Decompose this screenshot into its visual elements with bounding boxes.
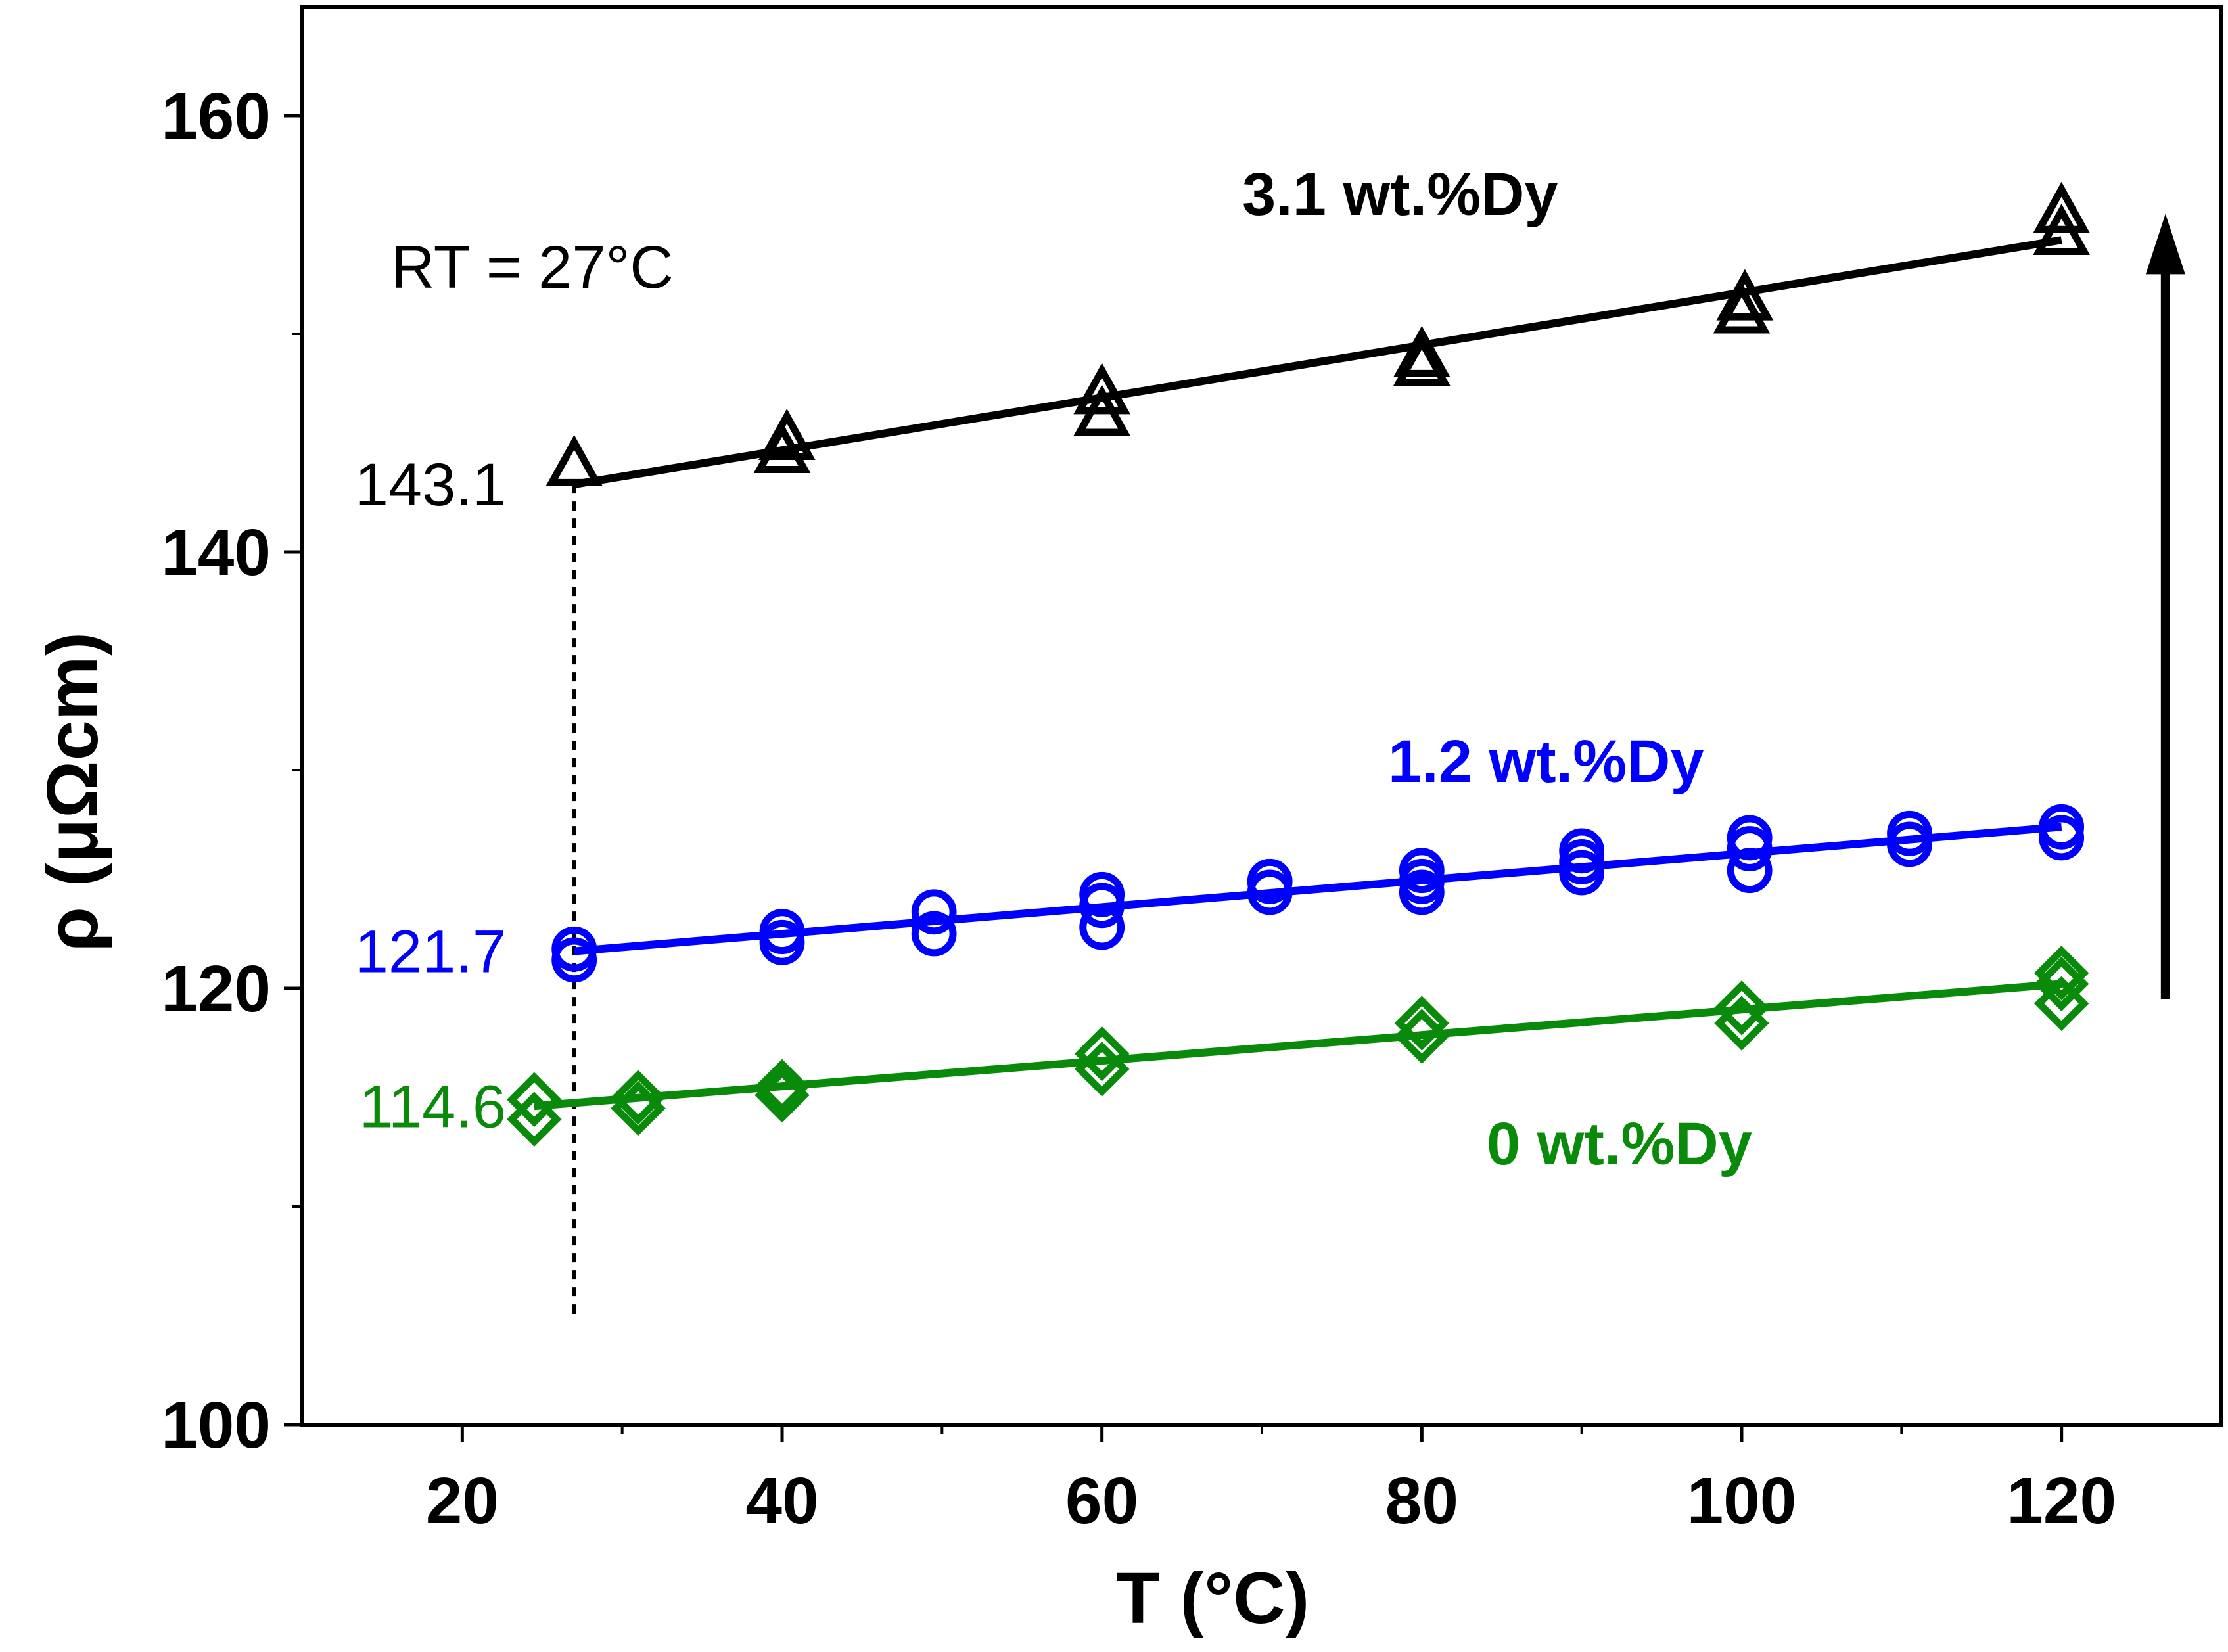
data-point-s1-16 <box>1559 839 1605 884</box>
data-point-s1-19 <box>1727 815 1773 861</box>
data-point-s2-14 <box>2033 945 2089 1001</box>
data-point-s0-5 <box>1393 334 1451 386</box>
x-tick-label-100: 100 <box>1687 1464 1797 1538</box>
data-point-s0-0 <box>545 434 603 486</box>
data-point-s1-13 <box>1399 848 1445 894</box>
y-tick-label-120: 120 <box>161 952 271 1026</box>
data-point-s1-17 <box>1727 848 1773 894</box>
series-label-1.2-wt-dy: 1.2 wt.%Dy <box>1388 728 1704 795</box>
data-point-s1-1 <box>551 926 597 972</box>
series-labels: 3.1 wt.%Dy 1.2 wt.%Dy 0 wt.%Dy <box>1242 161 1752 1178</box>
x-axis-title: T (°C) <box>1116 1558 1309 1639</box>
y-tick-label-140: 140 <box>161 516 271 589</box>
data-point-s1-6 <box>1079 904 1125 950</box>
rt-annotation: RT = 27°C <box>391 234 674 301</box>
data-point-s1-4 <box>911 911 957 957</box>
data-point-s1-10 <box>1247 858 1293 904</box>
fit-line-1 <box>574 823 2062 955</box>
data-point-s0-6 <box>1393 325 1451 377</box>
increase-arrow-head <box>2145 214 2185 275</box>
series-3-1-wt-dy <box>545 181 2091 489</box>
value-label-121.7: 121.7 <box>355 919 506 986</box>
data-point-s2-9 <box>1394 996 1450 1051</box>
series-0-wt-dy <box>507 945 2089 1147</box>
annotations: RT = 27°C 143.1 121.7 114.6 <box>355 214 2185 1316</box>
series-label-3.1-wt-dy: 3.1 wt.%Dy <box>1242 161 1558 228</box>
data-point-s1-5 <box>911 889 957 935</box>
data-point-s0-4 <box>1073 363 1131 415</box>
y-tick-label-160: 160 <box>161 80 271 153</box>
series-1-2-wt-dy <box>551 804 2085 983</box>
data-point-s2-5 <box>754 1059 810 1114</box>
data-point-s2-11 <box>1714 980 1769 1036</box>
data-point-s2-3 <box>611 1070 666 1125</box>
y-axis-title: ρ (μΩcm) <box>32 632 113 952</box>
x-tick-label-120: 120 <box>2007 1464 2116 1538</box>
x-tick-label-80: 80 <box>1385 1464 1458 1538</box>
y-tick-label-100: 100 <box>161 1388 271 1462</box>
data-point-s0-8 <box>1716 269 1774 321</box>
fit-line-0 <box>573 236 2062 489</box>
data-point-s1-3 <box>759 909 805 955</box>
fit-line-2 <box>534 980 2062 1111</box>
data-point-s1-21 <box>1887 810 1932 856</box>
data-point-s1-23 <box>2039 804 2085 850</box>
data-point-s1-8 <box>1079 871 1125 917</box>
series-layer <box>507 181 2091 1147</box>
data-point-s0-2 <box>758 409 816 461</box>
series-label-0-wt-dy: 0 wt.%Dy <box>1487 1111 1752 1178</box>
axes: 20 40 60 80 100 120 100 120 140 160 <box>161 5 2223 1538</box>
value-label-143.1: 143.1 <box>355 451 506 518</box>
value-label-114.6: 114.6 <box>360 1073 506 1140</box>
x-tick-label-60: 60 <box>1065 1464 1138 1538</box>
data-point-s2-7 <box>1074 1026 1130 1082</box>
x-tick-label-20: 20 <box>426 1464 499 1538</box>
data-point-s2-4 <box>754 1067 810 1123</box>
x-tick-label-40: 40 <box>745 1464 818 1538</box>
data-point-s2-1 <box>507 1072 562 1128</box>
data-point-s2-6 <box>1074 1042 1130 1097</box>
data-point-s0-10 <box>2033 181 2091 233</box>
